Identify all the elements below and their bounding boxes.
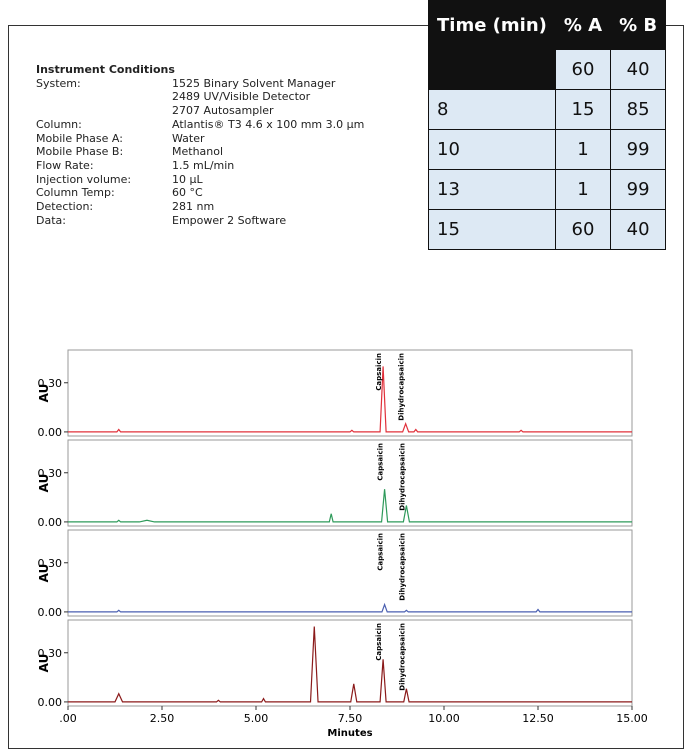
instrument-conditions: Instrument Conditions System: 1525 Binary …	[36, 63, 364, 227]
peak-label: Dihydrocapsaicin	[398, 533, 406, 601]
plot-frame	[67, 439, 633, 527]
table-cell: 1	[554, 169, 612, 210]
condition-key: Mobile Phase A:	[36, 131, 123, 145]
table-row: 13 1 99	[428, 169, 667, 210]
y-tick-label: 0.00	[38, 696, 63, 709]
table-cell	[428, 49, 556, 90]
condition-key: Injection volume:	[36, 172, 132, 186]
peak-label: Capsaicin	[377, 443, 385, 481]
condition-row: 2489 UV/Visible Detector	[36, 90, 364, 104]
y-tick-label: 0.30	[38, 467, 63, 480]
condition-row: Injection volume: 10 µL	[36, 173, 364, 187]
x-tick-label: 7.50	[338, 712, 363, 725]
table-cell: 85	[610, 89, 667, 130]
condition-value: Water	[172, 131, 205, 145]
x-tick-label: 5.00	[244, 712, 269, 725]
x-tick-label: 12.50	[522, 712, 554, 725]
condition-value: 281 nm	[172, 200, 215, 214]
condition-value: 2489 UV/Visible Detector	[172, 90, 311, 104]
table-cell: 15	[554, 89, 612, 130]
condition-row: Flow Rate: 1.5 mL/min	[36, 159, 364, 173]
table-row: 8 15 85	[428, 89, 667, 130]
table-header-cell: % B	[610, 0, 667, 50]
y-axis-label: AU	[37, 564, 51, 583]
y-tick-label: 0.00	[38, 426, 63, 439]
table-cell: 60	[554, 209, 612, 250]
table-header-cell: Time (min)	[428, 0, 556, 50]
condition-row: 2707 Autosampler	[36, 104, 364, 118]
y-axis-label: AU	[37, 654, 51, 673]
condition-value: Empower 2 Software	[172, 213, 287, 227]
y-axis-label: AU	[37, 474, 51, 493]
table-cell: 15	[428, 209, 556, 250]
x-tick-label: 2.50	[150, 712, 175, 725]
chromatogram-trace	[68, 489, 632, 523]
chromatogram-trace	[68, 602, 632, 613]
peak-label: Capsaicin	[375, 353, 383, 391]
conditions-title: Instrument Conditions	[36, 63, 175, 76]
y-tick-label: 0.00	[38, 516, 63, 529]
condition-key: Mobile Phase B:	[36, 145, 124, 159]
x-tick-label: 10.00	[428, 712, 460, 725]
table-cell: 8	[428, 89, 556, 130]
plot-frame	[67, 529, 633, 617]
condition-row: Column Temp: 60 °C	[36, 186, 364, 200]
condition-value: 2707 Autosampler	[172, 104, 274, 118]
condition-row: Data: Empower 2 Software	[36, 214, 364, 228]
condition-key: Data:	[36, 213, 66, 227]
plot-frame	[67, 619, 633, 707]
chromatogram-trace	[68, 626, 632, 703]
condition-row: Column: Atlantis® T3 4.6 x 100 mm 3.0 µm	[36, 118, 364, 132]
y-tick-label: 0.00	[38, 606, 63, 619]
figure-frame	[8, 25, 684, 749]
table-cell: 1	[554, 129, 612, 170]
condition-key: Column:	[36, 117, 82, 131]
peak-label: Dihydrocapsaicin	[398, 443, 406, 511]
peak-label: Capsaicin	[375, 623, 383, 661]
condition-value: 1.5 mL/min	[172, 158, 235, 172]
condition-key: Column Temp:	[36, 186, 115, 200]
condition-value: Atlantis® T3 4.6 x 100 mm 3.0 µm	[172, 117, 365, 131]
condition-row: Mobile Phase A: Water	[36, 132, 364, 146]
condition-value: 10 µL	[172, 172, 203, 186]
gradient-table: Time (min)% A% B 60 40 8 15 85 10 1 99 13 1 99 15 60 4…	[428, 0, 667, 250]
condition-key: Detection:	[36, 200, 94, 214]
table-header-row: Time (min)% A% B	[428, 0, 667, 50]
x-tick-label: 15.00	[616, 712, 648, 725]
table-cell: 40	[610, 209, 667, 250]
y-tick-label: 0.30	[38, 377, 63, 390]
x-axis-label: Minutes	[327, 728, 372, 739]
table-row: 15 60 40	[428, 209, 667, 250]
condition-row: Detection: 281 nm	[36, 200, 364, 214]
x-tick-label: .00	[59, 712, 77, 725]
table-cell: 10	[428, 129, 556, 170]
condition-row: Mobile Phase B: Methanol	[36, 145, 364, 159]
y-axis-label: AU	[37, 384, 51, 403]
peak-label: Capsaicin	[377, 533, 385, 571]
peak-label: Dihydrocapsaicin	[398, 353, 406, 421]
chromatogram-trace	[68, 366, 632, 433]
condition-value: 1525 Binary Solvent Manager	[172, 76, 336, 90]
y-tick-label: 0.30	[38, 647, 63, 660]
table-cell: 99	[610, 169, 667, 210]
condition-value: Methanol	[172, 145, 224, 159]
condition-key: Flow Rate:	[36, 158, 94, 172]
condition-row: System: 1525 Binary Solvent Manager	[36, 77, 364, 91]
plot-frame	[67, 349, 633, 437]
condition-key: System:	[36, 76, 81, 90]
condition-value: 60 °C	[172, 186, 203, 200]
y-tick-label: 0.30	[38, 557, 63, 570]
table-cell: 99	[610, 129, 667, 170]
table-cell: 13	[428, 169, 556, 210]
peak-label: Dihydrocapsaicin	[398, 623, 406, 691]
table-row: 10 1 99	[428, 129, 667, 170]
table-header-cell: % A	[554, 0, 612, 50]
